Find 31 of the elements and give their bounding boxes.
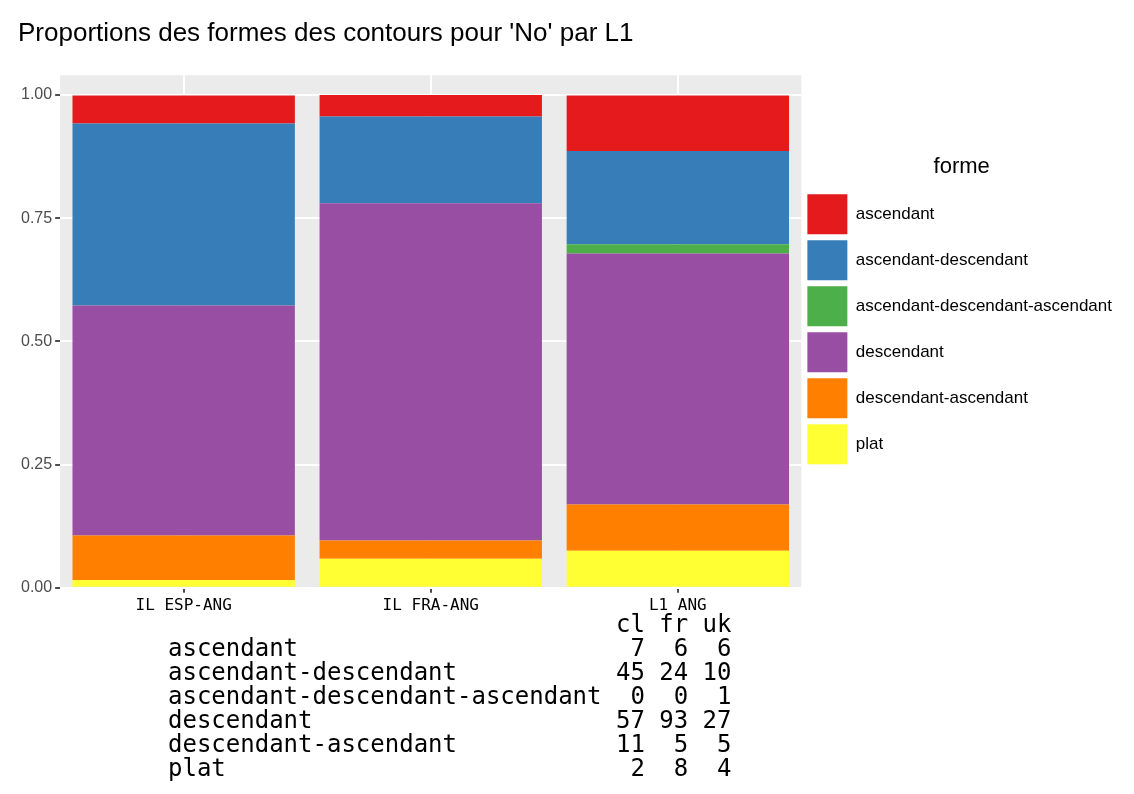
y-tick-label: 0.00 [21,578,53,596]
bar [566,244,790,254]
legend-label: plat [855,433,884,453]
bar [72,535,295,580]
legend-label: ascendant-descendant [855,249,1029,269]
legend-title: forme [933,152,990,178]
bar [566,253,790,505]
bar [319,540,542,559]
x-tick-label: IL ESP-ANG [135,594,232,614]
y-tick-label: 0.75 [21,208,53,226]
bar [566,95,790,152]
y-tick-label: 0.25 [21,454,53,472]
x-tick-label: IL FRA-ANG [382,594,479,614]
bar [319,203,542,541]
bar [319,116,542,204]
bar [72,579,295,587]
bar [72,305,295,536]
bar [566,151,790,245]
legend-label: ascendant-descendant-ascendant [855,295,1113,315]
bar [566,504,790,551]
bar [319,558,542,587]
bar [72,123,295,306]
legend-label: descendant-ascendant [855,387,1029,407]
bar [72,95,295,124]
y-tick-label: 1.00 [21,85,53,103]
bar [566,550,790,587]
legend-label: ascendant [855,203,935,223]
chart-title: Proportions des formes des contours pour 'No' par L1 [18,16,634,47]
bar [319,94,542,117]
y-tick-label: 0.50 [21,331,53,349]
legend-label: descendant [855,341,945,361]
